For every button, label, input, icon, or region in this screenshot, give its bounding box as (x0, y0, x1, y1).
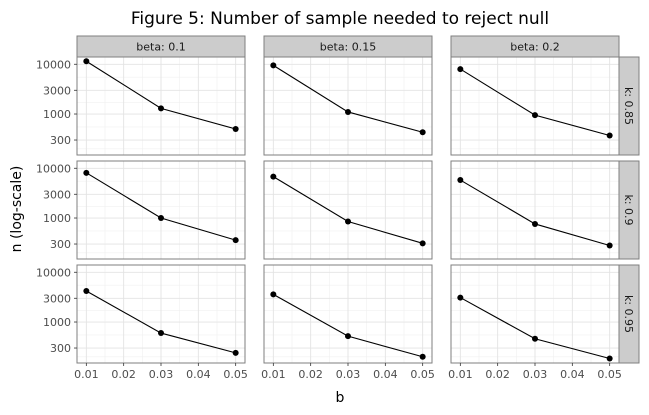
data-point (457, 294, 464, 301)
panel-border (263, 56, 433, 156)
data-point (232, 125, 239, 132)
data-point (158, 105, 164, 112)
facet-panel (263, 160, 433, 260)
x-tick-label: 0.02 (298, 368, 323, 381)
data-point (532, 112, 538, 119)
panel-border (263, 160, 433, 260)
facet-panel (263, 56, 433, 156)
facet-strip-col-label: beta: 0.15 (320, 41, 377, 54)
data-point (232, 237, 239, 244)
x-tick-label: 0.03 (523, 368, 548, 381)
x-tick-label: 0.02 (111, 368, 136, 381)
data-point (83, 288, 90, 295)
facet-panel (450, 264, 620, 364)
y-tick-label: 300 (50, 342, 71, 355)
data-point (158, 330, 164, 337)
x-tick-label: 0.05 (597, 368, 622, 381)
panel-border (450, 160, 620, 260)
facet-strip-row-label: k: 0.9 (622, 194, 635, 225)
data-point (345, 108, 351, 115)
data-point (345, 333, 351, 340)
x-axis-title: b (336, 390, 345, 406)
facet-panel (450, 160, 620, 260)
y-tick-label: 10000 (36, 266, 71, 279)
y-axis-title: n (log-scale) (9, 166, 25, 253)
x-tick-label: 0.03 (336, 368, 361, 381)
data-point (419, 129, 426, 136)
data-point (606, 355, 613, 362)
x-tick-label: 0.04 (560, 368, 585, 381)
data-point (532, 335, 538, 342)
facet-panel (76, 264, 246, 364)
x-tick-label: 0.04 (373, 368, 398, 381)
y-tick-label: 300 (50, 134, 71, 147)
y-tick-label: 1000 (43, 212, 71, 225)
facet-panel (76, 56, 246, 156)
facet-panel (450, 56, 620, 156)
panel-border (76, 56, 246, 156)
data-point (345, 218, 351, 225)
facet-strip-col-label: beta: 0.1 (136, 41, 186, 54)
facet-panel (263, 264, 433, 364)
data-point (606, 132, 613, 139)
data-point (83, 58, 90, 65)
x-tick-label: 0.02 (485, 368, 510, 381)
y-tick-label: 300 (50, 238, 71, 251)
facet-strip-row-label: k: 0.85 (622, 87, 635, 125)
y-tick-label: 10000 (36, 58, 71, 71)
panel-border (76, 160, 246, 260)
y-tick-label: 1000 (43, 108, 71, 121)
y-tick-label: 10000 (36, 162, 71, 175)
panel-border (450, 56, 620, 156)
x-tick-label: 0.04 (186, 368, 211, 381)
data-point (232, 349, 239, 356)
y-tick-label: 1000 (43, 316, 71, 329)
x-tick-label: 0.01 (448, 368, 473, 381)
data-point (158, 215, 164, 222)
data-point (270, 62, 277, 69)
data-point (606, 242, 613, 249)
x-tick-label: 0.03 (149, 368, 174, 381)
x-tick-label: 0.05 (223, 368, 248, 381)
data-point (83, 169, 90, 176)
panels-layer: beta: 0.1 beta: 0.15 beta: 0.2 k: 0.85 k: 0.… (36, 35, 640, 381)
chart-title: Figure 5: Number of sample needed to rej… (131, 9, 549, 29)
facet-strip-col-label: beta: 0.2 (510, 41, 560, 54)
data-point (419, 353, 426, 360)
data-point (532, 220, 538, 227)
data-point (419, 240, 426, 247)
x-tick-label: 0.01 (261, 368, 286, 381)
y-tick-label: 3000 (43, 84, 71, 97)
data-point (270, 173, 277, 180)
facet-strip-row-label: k: 0.95 (622, 295, 635, 333)
facet-panel (76, 160, 246, 260)
x-tick-label: 0.05 (410, 368, 435, 381)
x-tick-label: 0.01 (74, 368, 99, 381)
data-point (270, 291, 277, 298)
data-point (457, 66, 464, 73)
data-point (457, 177, 464, 184)
y-tick-label: 3000 (43, 292, 71, 305)
y-tick-label: 3000 (43, 188, 71, 201)
